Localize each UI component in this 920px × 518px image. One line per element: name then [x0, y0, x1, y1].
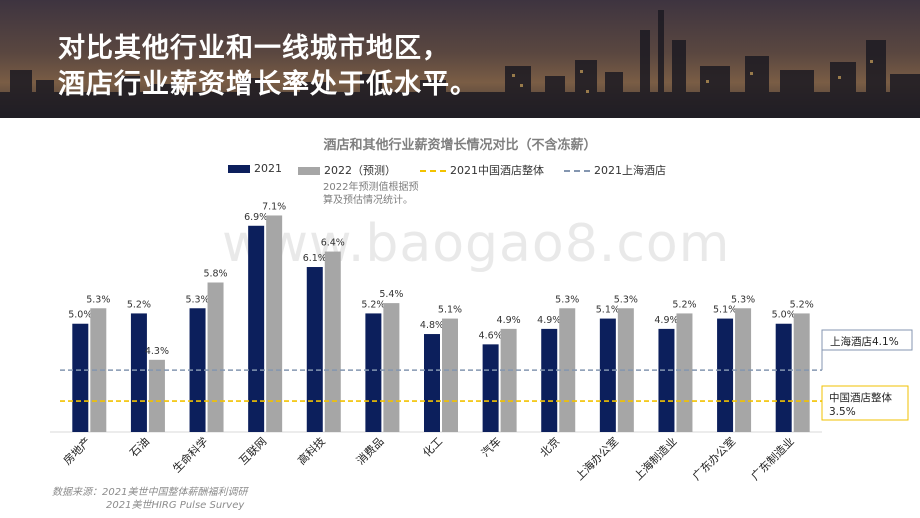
bar-2022-4: [324, 251, 341, 432]
legend-label-2021: 2021: [254, 162, 282, 175]
bar-2022-7: [500, 328, 517, 432]
category-label-5: 消费品: [353, 434, 386, 467]
legend-item-2022: 2022（预测）: [298, 162, 396, 178]
legend-item-china-hotel: 2021中国酒店整体: [420, 162, 544, 178]
data-source-line-2: 2021美世HIRG Pulse Survey: [106, 500, 245, 511]
legend-label-2022: 2022（预测）: [324, 164, 396, 177]
forecast-note-line-1: 2022年预测值根据预: [323, 182, 419, 193]
data-label-2021-8: 4.9%: [537, 315, 561, 326]
bar-2022-6: [442, 318, 458, 432]
data-label-2021-3: 6.9%: [244, 212, 268, 223]
data-label-2021-4: 6.1%: [303, 253, 327, 264]
city-skyline-image: [0, 10, 920, 118]
category-label-9: 上海办公室: [572, 434, 621, 483]
data-source: 数据来源：2021美世中国整体薪酬福利调研 2021美世HIRG Pulse S…: [52, 486, 247, 512]
category-label-6: 化工: [420, 434, 445, 459]
data-label-2022-0: 5.3%: [86, 294, 110, 305]
legend-label-china-hotel: 2021中国酒店整体: [450, 164, 544, 177]
bar-2022-2: [207, 282, 224, 432]
callout-box-china: [821, 385, 909, 421]
data-source-line-1: 数据来源：2021美世中国整体薪酬福利调研: [52, 487, 248, 498]
legend-item-2021: 2021: [228, 162, 282, 175]
category-label-3: 互联网: [237, 435, 270, 468]
data-label-2021-9: 5.1%: [596, 305, 620, 316]
legend-swatch-2022: [298, 167, 320, 175]
header-banner: 对比其他行业和一线城市地区， 酒店行业薪资增长率处于低水平。: [0, 0, 920, 118]
bar-2022-3: [266, 215, 283, 432]
legend-item-shanghai-hotel: 2021上海酒店: [564, 162, 666, 178]
watermark: www.baogao8.com: [222, 214, 731, 274]
bar-2021-6: [424, 334, 440, 432]
bar-2021-1: [130, 313, 147, 432]
callout-label-shanghai: 上海酒店4.1%: [830, 335, 899, 348]
bar-2021-3: [248, 225, 265, 432]
callout-label-china-line2: 3.5%: [829, 406, 856, 418]
data-label-2021-11: 5.1%: [713, 305, 737, 316]
bar-2021-8: [541, 328, 558, 432]
category-label-1: 石油: [127, 434, 152, 459]
headline-line-2: 酒店行业薪资增长率处于低水平。: [58, 69, 478, 100]
data-label-2022-6: 5.1%: [438, 305, 462, 316]
legend-swatch-china-hotel: [420, 170, 446, 172]
category-label-0: 房地产: [60, 434, 93, 467]
category-label-12: 广东制造业: [748, 434, 797, 483]
data-label-2021-2: 5.3%: [185, 294, 209, 305]
bar-2022-12: [793, 313, 810, 432]
bar-2021-11: [717, 318, 734, 432]
callout-box-shanghai: [821, 329, 913, 351]
bar-2022-10: [676, 313, 693, 432]
data-label-2021-1: 5.2%: [127, 299, 151, 310]
data-label-2021-0: 5.0%: [68, 310, 92, 321]
data-label-2022-8: 5.3%: [555, 294, 579, 305]
data-label-2022-11: 5.3%: [731, 294, 755, 305]
legend-label-shanghai-hotel: 2021上海酒店: [594, 164, 666, 177]
category-label-7: 汽车: [478, 434, 503, 459]
category-label-4: 高科技: [295, 434, 328, 467]
callout-label-china-line1: 中国酒店整体: [829, 391, 892, 404]
category-label-8: 北京: [537, 434, 562, 459]
legend-swatch-2021: [228, 165, 250, 173]
data-label-2022-7: 4.9%: [497, 315, 521, 326]
data-label-2022-9: 5.3%: [614, 294, 638, 305]
category-label-2: 生命科学: [170, 434, 211, 475]
data-label-2022-2: 5.8%: [203, 268, 227, 279]
bar-2021-0: [72, 323, 89, 432]
chart-title: 酒店和其他行业薪资增长情况对比（不含冻薪）: [323, 138, 597, 153]
data-label-2022-1: 4.3%: [145, 346, 169, 357]
data-label-2022-5: 5.4%: [379, 289, 403, 300]
legend-swatch-shanghai-hotel: [564, 170, 590, 172]
forecast-note: 2022年预测值根据预 算及预估情况统计。: [323, 181, 418, 207]
bar-2021-7: [482, 344, 499, 432]
forecast-note-line-2: 算及预估情况统计。: [323, 195, 413, 206]
data-label-2021-12: 5.0%: [772, 310, 796, 321]
data-label-2021-10: 4.9%: [654, 315, 678, 326]
category-label-10: 上海制造业: [631, 434, 680, 483]
data-label-2022-4: 6.4%: [321, 238, 345, 249]
data-label-2021-5: 5.2%: [361, 299, 385, 310]
bar-2021-10: [658, 328, 675, 432]
bar-2021-9: [599, 318, 616, 432]
bar-2021-5: [365, 313, 382, 432]
data-label-2022-12: 5.2%: [790, 299, 814, 310]
category-label-11: 广东办公室: [689, 434, 738, 483]
data-label-2022-3: 7.1%: [262, 201, 286, 212]
bar-2022-1: [148, 359, 165, 432]
data-label-2021-7: 4.6%: [479, 330, 503, 341]
bar-2021-12: [775, 323, 792, 432]
data-label-2022-10: 5.2%: [672, 299, 696, 310]
data-label-2021-6: 4.8%: [420, 320, 444, 331]
bar-2022-5: [383, 303, 400, 432]
bar-2021-4: [306, 267, 323, 432]
headline-line-1: 对比其他行业和一线城市地区，: [58, 33, 450, 64]
